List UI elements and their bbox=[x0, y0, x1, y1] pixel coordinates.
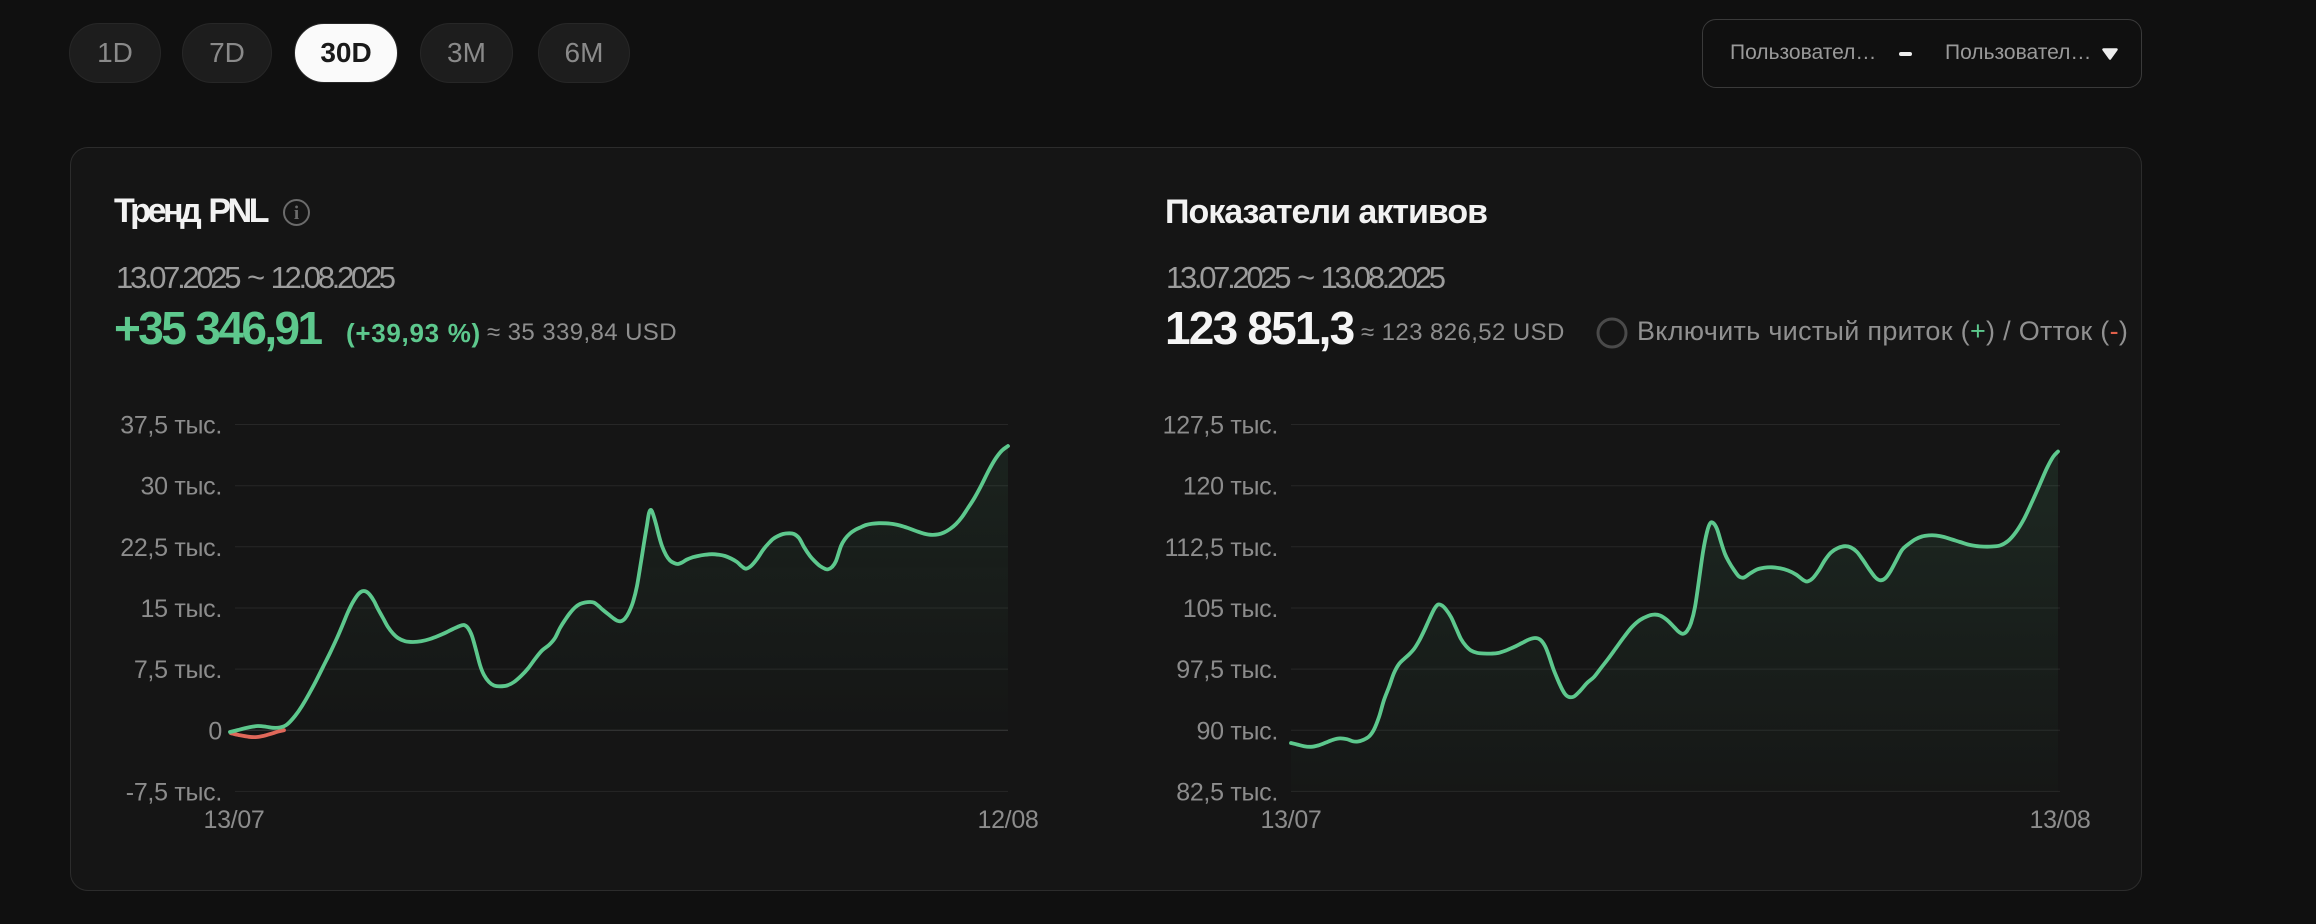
svg-text:127,5 тыс.: 127,5 тыс. bbox=[1163, 412, 1278, 440]
svg-text:30 тыс.: 30 тыс. bbox=[140, 473, 222, 501]
svg-text:37,5 тыс.: 37,5 тыс. bbox=[120, 412, 222, 440]
svg-text:i: i bbox=[294, 203, 299, 224]
svg-text:-7,5 тыс.: -7,5 тыс. bbox=[126, 778, 222, 806]
svg-text:112,5 тыс.: 112,5 тыс. bbox=[1164, 534, 1278, 562]
svg-text:15 тыс.: 15 тыс. bbox=[140, 595, 222, 623]
svg-text:90 тыс.: 90 тыс. bbox=[1196, 717, 1278, 745]
svg-text:12/08: 12/08 bbox=[977, 806, 1038, 834]
svg-text:7,5 тыс.: 7,5 тыс. bbox=[134, 656, 222, 684]
svg-text:22,5 тыс.: 22,5 тыс. bbox=[120, 534, 222, 562]
svg-text:82,5 тыс.: 82,5 тыс. bbox=[1176, 778, 1278, 806]
svg-text:13/08: 13/08 bbox=[2029, 806, 2090, 834]
svg-text:0: 0 bbox=[208, 717, 222, 745]
svg-text:13/07: 13/07 bbox=[203, 806, 264, 834]
svg-text:97,5 тыс.: 97,5 тыс. bbox=[1176, 656, 1278, 684]
svg-text:105 тыс.: 105 тыс. bbox=[1183, 595, 1278, 623]
svg-text:120 тыс.: 120 тыс. bbox=[1183, 473, 1278, 501]
svg-text:13/07: 13/07 bbox=[1260, 806, 1321, 834]
